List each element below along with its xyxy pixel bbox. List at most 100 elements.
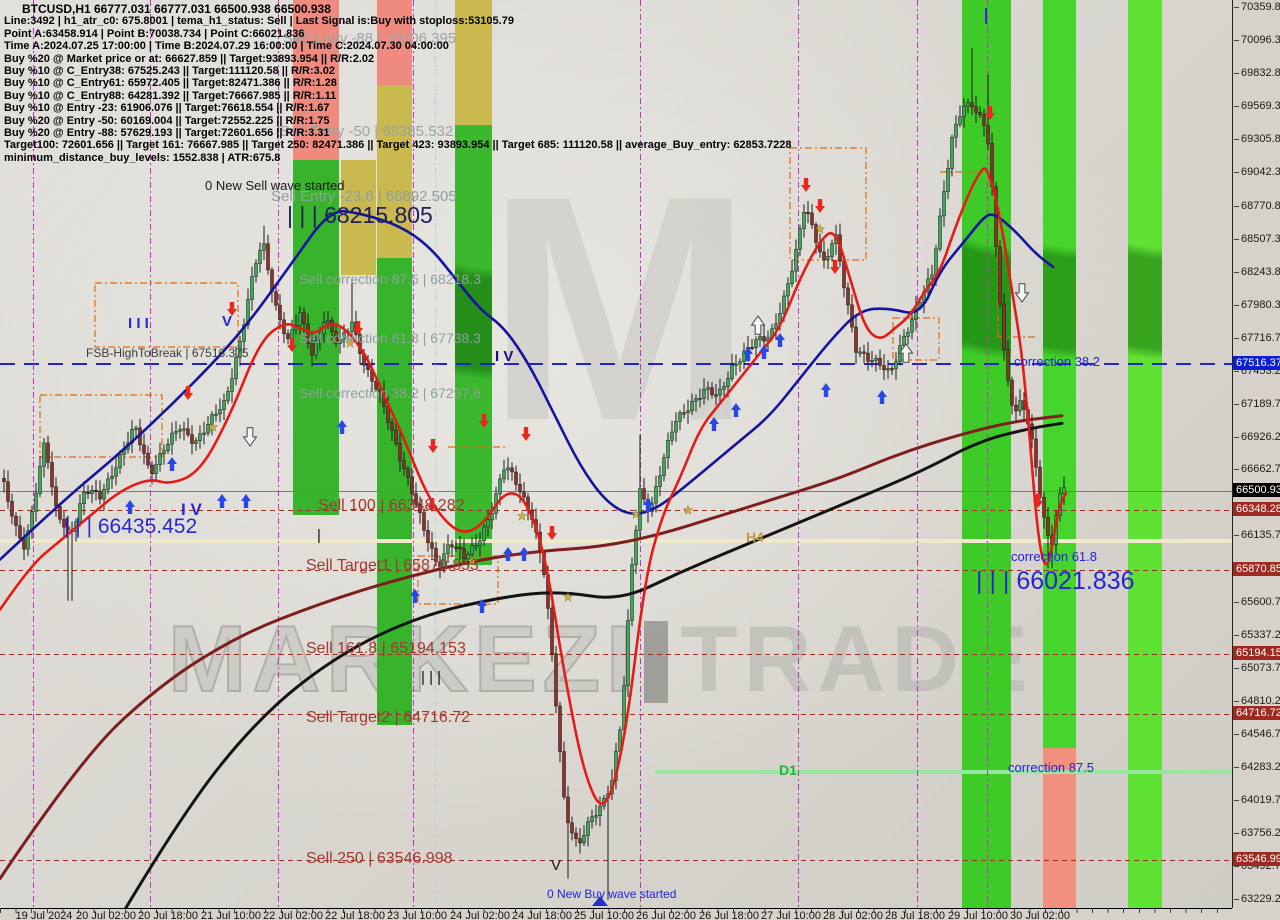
chart-annotation[interactable]: | | | 68215.805 bbox=[287, 202, 433, 228]
chart-annotation[interactable]: | | | bbox=[421, 669, 442, 686]
chart-annotation[interactable]: Sell Target2 | 64716.72 bbox=[306, 709, 470, 726]
time-tick-label: 20 Jul 18:00 bbox=[138, 910, 198, 920]
chart-annotation[interactable]: 0 New Sell wave started bbox=[205, 178, 345, 193]
sell-arrow[interactable] bbox=[815, 199, 825, 213]
signal-arrows[interactable] bbox=[125, 106, 1044, 613]
buy-arrow[interactable] bbox=[877, 390, 887, 404]
time-tick-label: 20 Jul 02:00 bbox=[76, 910, 136, 920]
info-line: Line:3492 | h1_atr_c0: 675.8001 | tema_h… bbox=[4, 15, 514, 28]
sell-arrow[interactable] bbox=[830, 260, 840, 274]
buy-arrow[interactable] bbox=[241, 494, 251, 508]
buy-wave-marker bbox=[592, 896, 608, 906]
info-line: Time A:2024.07.25 17:00:00 | Time B:2024… bbox=[4, 40, 449, 53]
sell-arrow[interactable] bbox=[183, 386, 193, 400]
price-level-label: 65194.153 bbox=[1233, 646, 1280, 661]
price-tick-label: 66926.280 bbox=[1234, 431, 1280, 443]
buy-arrow[interactable] bbox=[167, 457, 177, 471]
moving-average-maroon bbox=[0, 414, 1064, 881]
buy-arrow-hollow[interactable] bbox=[898, 343, 914, 363]
magenta-vline bbox=[798, 0, 799, 908]
buy-arrow[interactable] bbox=[731, 403, 741, 417]
price-tick-label: 67189.785 bbox=[1234, 398, 1280, 410]
buy-arrow[interactable] bbox=[503, 547, 513, 561]
sell-arrow[interactable] bbox=[353, 321, 363, 335]
chart-annotation[interactable]: Sell 250 | 63546.998 bbox=[306, 850, 453, 867]
price-tick-label: 66662.775 bbox=[1234, 463, 1280, 475]
sell-arrow[interactable] bbox=[985, 106, 995, 120]
price-tick-label: 66135.765 bbox=[1234, 529, 1280, 541]
buy-arrow[interactable] bbox=[125, 500, 135, 514]
buy-arrow[interactable] bbox=[759, 345, 769, 359]
chart-annotation[interactable]: Sell Entry -50 | 69385.532 bbox=[280, 123, 454, 140]
sell-arrow[interactable] bbox=[479, 414, 489, 428]
chart-annotation[interactable]: Sell Target1 | 65870.853 bbox=[306, 557, 479, 574]
chart-annotation[interactable]: 0 New Buy wave started bbox=[547, 887, 677, 901]
price-tick-label: 69832.820 bbox=[1234, 67, 1280, 79]
time-axis[interactable]: 19 Jul 2024 20 Jul 02:00 20 Jul 18:00 21 Ju… bbox=[0, 908, 1232, 920]
price-level-label: 66348.282 bbox=[1233, 501, 1280, 516]
chart-annotation[interactable]: V bbox=[222, 313, 233, 330]
buy-arrow[interactable] bbox=[821, 383, 831, 397]
chart-annotation[interactable]: Sell 161.8 | 65194.153 bbox=[306, 640, 466, 657]
chart-canvas[interactable]: M MARKEZITRADE ★★★★★★★★ Sell Entry -88 |… bbox=[0, 0, 1232, 908]
price-tick-label: 69305.810 bbox=[1234, 133, 1280, 145]
chart-annotation[interactable]: | | | 66435.452 bbox=[64, 515, 198, 538]
watermark-separator bbox=[644, 621, 669, 703]
price-tick-label: 67980.300 bbox=[1234, 299, 1280, 311]
sell-arrow[interactable] bbox=[428, 439, 438, 453]
star-icon: ★ bbox=[683, 503, 694, 517]
level-line bbox=[0, 570, 1232, 571]
sell-arrow-hollow[interactable] bbox=[242, 427, 258, 447]
sell-arrow[interactable] bbox=[547, 526, 557, 540]
sell-arrow[interactable] bbox=[287, 338, 297, 352]
chart-annotation[interactable]: Sell correction 61.8 | 67738.3 bbox=[299, 330, 481, 346]
chart-annotation[interactable]: correction 87.5 bbox=[1008, 760, 1094, 775]
chart-annotation[interactable]: I V bbox=[181, 500, 202, 519]
star-icon: ★ bbox=[467, 554, 478, 568]
buy-arrow[interactable] bbox=[337, 420, 347, 434]
buy-arrow[interactable] bbox=[709, 417, 719, 431]
sell-arrow[interactable] bbox=[227, 302, 237, 316]
chart-annotation[interactable]: | | | 66021.836 bbox=[976, 567, 1135, 595]
chart-annotation[interactable]: H4 bbox=[746, 529, 764, 545]
buy-arrow[interactable] bbox=[410, 589, 420, 603]
chart-annotation[interactable]: correction 61.8 bbox=[1011, 549, 1097, 564]
chart-annotation[interactable]: Sell Entry -23.6 | 68892.505 bbox=[271, 188, 457, 205]
price-tick-label: 70096.325 bbox=[1234, 34, 1280, 46]
candles[interactable] bbox=[2, 48, 1066, 900]
price-plot[interactable]: ★ ★ ★ ★ ★ ★ ★ ★ bbox=[0, 0, 1232, 908]
buy-arrow[interactable] bbox=[519, 547, 529, 561]
chart-annotation[interactable]: Sell Entry -88 | 70106.395 bbox=[283, 30, 457, 47]
buy-arrow[interactable] bbox=[743, 347, 753, 361]
chart-annotation[interactable]: correction 38.2 bbox=[1014, 354, 1100, 369]
chart-annotation[interactable]: D1 bbox=[779, 762, 797, 778]
chart-annotation[interactable]: V bbox=[551, 857, 562, 874]
buy-arrow[interactable] bbox=[775, 333, 785, 347]
star-icon: ★ bbox=[208, 420, 219, 434]
buy-arrow[interactable] bbox=[477, 599, 487, 613]
chart-annotation[interactable]: Sell correction 87.5 | 68218.3 bbox=[299, 271, 481, 287]
chart-annotation[interactable]: | bbox=[317, 527, 321, 544]
level-line bbox=[0, 714, 1232, 715]
cyan-vline bbox=[435, 0, 436, 908]
chart-annotation[interactable]: Sell correction 38.2 | 67297.6 bbox=[299, 385, 481, 401]
sell-arrow[interactable] bbox=[427, 498, 437, 512]
buy-arrow[interactable] bbox=[217, 494, 227, 508]
price-zone-band bbox=[293, 0, 339, 515]
price-tick-label: 68507.310 bbox=[1234, 233, 1280, 245]
time-tick-label: 24 Jul 18:00 bbox=[512, 910, 572, 920]
price-axis[interactable]: 70359.830 70096.325 69832.820 69569.315 6930… bbox=[1232, 0, 1280, 908]
chart-annotation[interactable]: Sell 100 | 66348.282 bbox=[318, 497, 465, 514]
sell-arrow[interactable] bbox=[521, 427, 531, 441]
buy-arrow[interactable] bbox=[643, 498, 653, 512]
chart-annotation[interactable]: FSB-HighToBreak | 67516.375 bbox=[86, 346, 249, 360]
chart-annotation[interactable]: I I I bbox=[128, 315, 149, 332]
price-tick-label: 64546.750 bbox=[1234, 728, 1280, 740]
sell-arrow[interactable] bbox=[801, 178, 811, 192]
chart-annotation[interactable]: I V bbox=[495, 348, 514, 365]
sell-arrow-hollow[interactable] bbox=[1014, 283, 1030, 303]
buy-arrow-hollow[interactable] bbox=[750, 315, 766, 335]
star-icon: ★ bbox=[631, 507, 642, 521]
magenta-vline bbox=[987, 0, 988, 908]
sell-arrow[interactable] bbox=[1033, 494, 1044, 508]
